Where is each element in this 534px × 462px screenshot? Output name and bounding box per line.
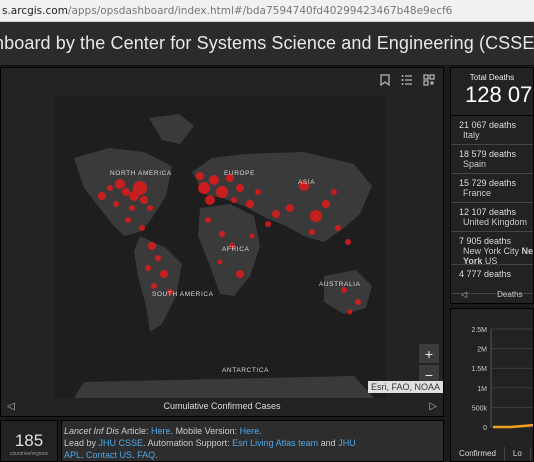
list-item[interactable]: 4 777 deaths xyxy=(451,265,533,294)
previous-arrow-icon[interactable]: ◁ xyxy=(461,289,468,299)
y-tick-label: 1M xyxy=(477,386,487,393)
cases-chart-panel: 2.5M 2M 1.5M 1M 500k 0 Confirmed Lo xyxy=(450,308,534,462)
article-link[interactable]: Here xyxy=(151,426,171,436)
deaths-total: 128 07 xyxy=(465,82,533,107)
jhu-link[interactable]: JHU xyxy=(338,438,356,448)
label-africa: AFRICA xyxy=(222,246,249,253)
list-item[interactable]: 12 107 deaths United Kingdom xyxy=(451,203,533,232)
y-tick-label: 2M xyxy=(477,347,487,354)
label-north-america: NORTH AMERICA xyxy=(110,170,172,177)
total-deaths-panel: Total Deaths 128 07 21 067 deaths Italy 1… xyxy=(450,67,534,304)
zoom-controls: + − xyxy=(419,344,439,384)
countries-count: 185 xyxy=(14,431,44,450)
qr-code-icon[interactable] xyxy=(421,72,437,88)
zoom-out-button[interactable]: − xyxy=(419,365,439,384)
dashboard-header: hboard by the Center for Systems Science… xyxy=(0,22,534,66)
browser-address-bar[interactable]: s.arcgis.com/apps/opsdashboard/index.htm… xyxy=(0,0,534,22)
list-item[interactable]: 7 905 deaths New York City New York US xyxy=(451,232,533,266)
tab-logarithmic[interactable]: Lo xyxy=(505,447,531,461)
info-line-3: APL. Contact US. FAQ. xyxy=(64,450,158,460)
label-antarctica: ANTARCTICA xyxy=(222,367,269,374)
info-line-1: Lancet Inf Dis Article: Here. Mobile Ver… xyxy=(64,426,262,436)
label-asia: ASIA xyxy=(298,179,315,186)
countries-count-label: countries/regions xyxy=(9,451,49,457)
next-arrow-icon[interactable]: ▷ xyxy=(429,400,437,412)
deaths-title: Total Deaths xyxy=(469,73,515,82)
world-map-graphic: NORTH AMERICA EUROPE ASIA AFRICA SOUTH A… xyxy=(74,114,374,398)
apl-link[interactable]: APL xyxy=(64,450,82,460)
esri-link[interactable]: Esri Living Atlas team xyxy=(232,438,319,448)
tab-confirmed[interactable]: Confirmed xyxy=(451,447,505,461)
y-tick-label: 500k xyxy=(472,405,488,412)
chart-tabs: Confirmed Lo xyxy=(451,447,533,461)
jhu-csse-link[interactable]: JHU CSSE xyxy=(98,438,144,448)
list-item[interactable]: 21 067 deaths Italy xyxy=(451,116,533,145)
countries-count-panel: 185 countries/regions xyxy=(0,420,58,462)
confirmed-series-line xyxy=(493,423,533,429)
page-title: hboard by the Center for Systems Science… xyxy=(0,33,534,53)
bookmark-icon[interactable] xyxy=(377,72,393,88)
y-tick-label: 1.5M xyxy=(471,366,487,373)
legend-list-icon[interactable] xyxy=(399,72,415,88)
label-australia: AUSTRALIA xyxy=(319,281,361,288)
label-south-america: SOUTH AMERICA xyxy=(152,291,214,298)
deaths-footer: ◁ Deaths xyxy=(451,285,533,303)
y-tick-label: 0 xyxy=(483,425,487,432)
mobile-version-link[interactable]: Here xyxy=(239,426,260,436)
info-panel: Lancet Inf Dis Article: Here. Mobile Ver… xyxy=(61,420,444,462)
map-attribution[interactable]: Esri, FAO, NOAA xyxy=(368,381,444,393)
contact-link[interactable]: Contact US xyxy=(86,450,133,460)
info-line-2: Lead by JHU CSSE. Automation Support: Es… xyxy=(64,438,356,448)
world-map[interactable]: NORTH AMERICA EUROPE ASIA AFRICA SOUTH A… xyxy=(54,96,386,398)
deaths-header: Total Deaths 128 07 xyxy=(451,68,533,116)
map-caption: Cumulative Confirmed Cases xyxy=(163,401,281,411)
cases-chart: 2.5M 2M 1.5M 1M 500k 0 xyxy=(471,327,533,432)
previous-arrow-icon[interactable]: ◁ xyxy=(7,400,15,412)
url-text: s.arcgis.com/apps/opsdashboard/index.htm… xyxy=(2,4,453,17)
zoom-in-button[interactable]: + xyxy=(419,344,439,363)
faq-link[interactable]: FAQ xyxy=(137,450,156,460)
deaths-footer-label: Deaths xyxy=(497,289,523,299)
list-item[interactable]: 15 729 deaths France xyxy=(451,174,533,203)
y-tick-label: 2.5M xyxy=(471,327,487,334)
list-item[interactable]: 18 579 deaths Spain xyxy=(451,145,533,174)
label-europe: EUROPE xyxy=(224,170,255,177)
map-toolbar xyxy=(377,72,437,88)
map-footer: ◁ Cumulative Confirmed Cases ▷ xyxy=(1,396,443,416)
map-panel: NORTH AMERICA EUROPE ASIA AFRICA SOUTH A… xyxy=(0,67,444,417)
